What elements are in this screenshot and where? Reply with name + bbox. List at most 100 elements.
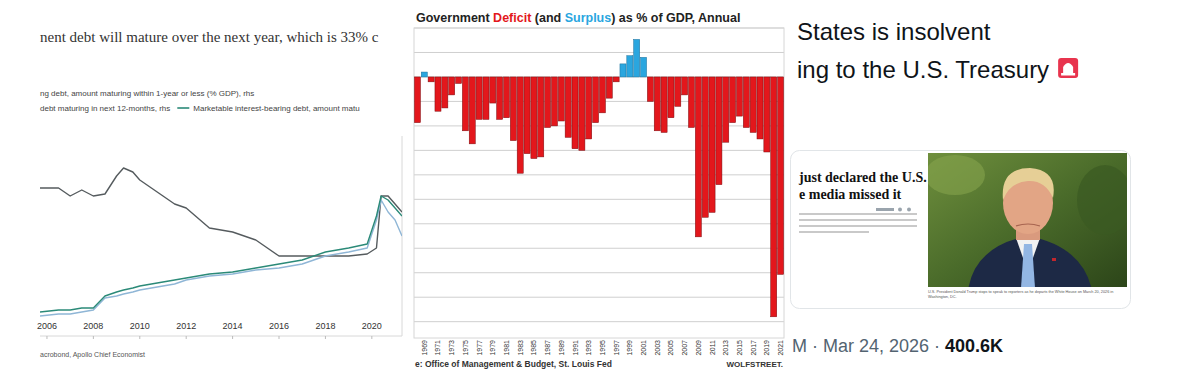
x-tick-label: 1991 xyxy=(572,340,579,356)
credit: WOLFSTREET. xyxy=(727,360,783,369)
tweet-background xyxy=(788,0,1200,373)
grid-line xyxy=(414,272,784,273)
card-headline: just declared the U.S. xyxy=(798,170,927,185)
tweet-text: States is insolvent xyxy=(797,18,991,45)
title-part: (and xyxy=(531,11,564,25)
siren-bg xyxy=(1058,58,1078,78)
x-tick-label: 2001 xyxy=(640,340,647,356)
bar xyxy=(593,77,599,123)
x-tick-label: 2008 xyxy=(83,321,103,331)
legend-label: Marketable interest-bearing debt, amount… xyxy=(193,104,359,113)
series-line xyxy=(40,200,402,316)
card-headline: e media missed it xyxy=(799,187,902,202)
bar xyxy=(565,77,571,137)
bar xyxy=(449,77,455,95)
card-text-placeholder xyxy=(799,231,869,233)
bar xyxy=(682,77,688,95)
grid-line xyxy=(414,321,784,322)
siren-icon xyxy=(1058,58,1078,78)
x-tick-label: 2021 xyxy=(777,340,784,356)
bar xyxy=(654,77,660,131)
title-part: ) as % of GDP, Annual xyxy=(611,11,740,25)
bar xyxy=(688,77,694,128)
bar xyxy=(778,77,784,274)
x-tick-label: 2011 xyxy=(709,340,716,355)
mouth xyxy=(1016,224,1040,226)
link-card xyxy=(791,151,1131,309)
tie xyxy=(1021,244,1035,287)
bar xyxy=(723,77,729,142)
bar xyxy=(558,77,564,121)
source: e: Office of Management & Budget, St. Lo… xyxy=(415,359,612,369)
bar xyxy=(428,77,434,82)
siren-base xyxy=(1061,73,1075,76)
grid-line xyxy=(414,52,784,53)
bar xyxy=(730,77,736,123)
x-tick-label: 2018 xyxy=(315,321,335,331)
bar xyxy=(462,77,468,131)
tweet-text: ing to the U.S. Treasury xyxy=(797,56,1049,83)
x-tick-label: 2006 xyxy=(37,321,57,331)
x-tick xyxy=(325,336,326,339)
bar xyxy=(524,77,530,154)
card-text-placeholder xyxy=(799,213,917,215)
x-tick-label: 1997 xyxy=(613,340,620,356)
page: nent debt will mature over the next year… xyxy=(0,0,1200,373)
bar xyxy=(606,77,612,98)
x-tick-label: 2005 xyxy=(667,340,674,356)
x-tick-label: 1973 xyxy=(448,340,455,356)
bar xyxy=(414,77,420,123)
x-tick-label: 1989 xyxy=(558,340,565,356)
bar xyxy=(627,56,633,77)
x-tick xyxy=(279,336,280,339)
bar xyxy=(750,77,756,132)
x-tick-label: 1993 xyxy=(585,340,592,356)
x-tick-label: 1977 xyxy=(476,340,483,356)
legend: ng debt, amount maturing within 1-year o… xyxy=(40,89,360,113)
x-tick xyxy=(186,336,187,339)
card-icon xyxy=(898,208,902,212)
legend-label: ng debt, amount maturing within 1-year o… xyxy=(40,89,254,98)
panel-right: States is insolvent ing to the U.S. Treas… xyxy=(788,0,1200,373)
card-icon xyxy=(907,208,911,212)
x-tick-label: 2010 xyxy=(130,321,150,331)
x-tick xyxy=(371,336,372,339)
x-tick-label: 2009 xyxy=(695,340,702,356)
bar xyxy=(757,77,763,139)
pin xyxy=(1052,258,1056,261)
hair xyxy=(1003,168,1054,200)
x-tick-label: 2014 xyxy=(223,321,243,331)
x-tick-label: 2015 xyxy=(736,340,743,356)
grid-line xyxy=(414,248,784,249)
bar xyxy=(579,77,585,150)
bar xyxy=(709,77,715,212)
bar xyxy=(641,57,647,77)
x-tick-label: 1969 xyxy=(421,340,428,356)
bar xyxy=(668,77,674,118)
x-tick xyxy=(46,336,47,339)
x-tick-label: 2019 xyxy=(763,340,770,356)
x-tick xyxy=(139,336,140,339)
x-tick-label: 2020 xyxy=(362,321,382,331)
card-text-placeholder xyxy=(799,219,917,221)
plot-area xyxy=(414,39,783,316)
x-tick-label: 1995 xyxy=(599,340,606,356)
bar xyxy=(572,77,578,149)
x-tick-label: 2016 xyxy=(269,321,289,331)
panel-left: nent debt will mature over the next year… xyxy=(37,29,402,359)
siren-dome xyxy=(1063,63,1073,73)
bar xyxy=(531,77,537,159)
bar xyxy=(647,77,653,101)
bar xyxy=(503,77,509,118)
suit xyxy=(968,236,1092,287)
title-series-name: Deficit xyxy=(493,11,532,25)
bar xyxy=(620,64,626,77)
bar xyxy=(538,77,544,157)
bar xyxy=(442,77,448,108)
title-part: Government xyxy=(416,11,493,25)
bar xyxy=(517,77,523,173)
card-byline xyxy=(876,208,894,211)
x-tick-label: 1987 xyxy=(544,340,551,356)
tweet-time: M · Mar 24, 2026 · xyxy=(792,336,945,356)
bar xyxy=(469,77,475,144)
